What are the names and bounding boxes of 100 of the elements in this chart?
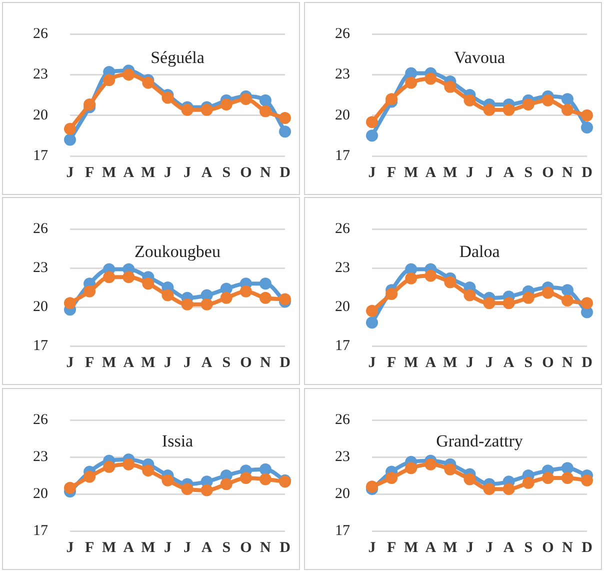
y-tick-label: 17 [33, 338, 48, 354]
x-tick-label: M [404, 354, 418, 371]
point [259, 94, 272, 106]
point [64, 297, 76, 310]
x-tick-label: D [582, 354, 593, 371]
point [142, 76, 154, 89]
x-tick-label: J [184, 354, 192, 371]
point [366, 316, 378, 329]
x-tick-label: M [404, 164, 418, 181]
point [483, 104, 496, 116]
x-tick-label: M [141, 164, 156, 181]
point [444, 463, 456, 476]
point [240, 285, 252, 298]
point [386, 288, 398, 300]
point [502, 483, 515, 496]
point [142, 278, 154, 290]
point [561, 104, 574, 116]
y-tick-label: 23 [335, 66, 350, 83]
x-tick-label: A [201, 354, 212, 371]
point [522, 98, 534, 110]
point [561, 93, 574, 106]
point [366, 480, 378, 493]
x-tick-label: A [425, 164, 436, 181]
x-tick-label: S [524, 540, 533, 556]
x-tick-label: M [102, 164, 116, 181]
x-tick-label: O [240, 354, 252, 371]
y-tick-label: 17 [335, 148, 350, 164]
point [542, 472, 554, 484]
y-tick-label: 20 [335, 298, 350, 315]
x-tick-label: N [562, 540, 574, 556]
y-tick-label: 17 [33, 522, 48, 539]
point [424, 270, 437, 282]
point [200, 104, 213, 116]
x-tick-label: A [503, 164, 514, 181]
point [502, 104, 515, 116]
x-tick-label: J [184, 540, 192, 556]
x-tick-label: A [503, 540, 514, 556]
x-tick-label: N [260, 540, 272, 556]
x-tick-label: A [425, 540, 436, 556]
x-tick-label: O [240, 164, 252, 181]
point [162, 289, 174, 302]
point [259, 278, 272, 290]
y-tick-label: 23 [335, 448, 350, 465]
x-tick-label: O [542, 164, 554, 181]
point [405, 76, 418, 89]
x-tick-label: J [66, 164, 74, 181]
x-tick-label: O [240, 540, 252, 556]
x-tick-label: A [201, 540, 212, 556]
point [561, 462, 574, 474]
x-tick-label: J [486, 354, 494, 371]
x-tick-label: J [66, 540, 74, 556]
x-tick-label: J [486, 164, 494, 181]
point [200, 298, 213, 310]
x-tick-label: J [368, 354, 376, 371]
x-tick-label: M [404, 540, 418, 556]
x-tick-label: S [222, 540, 231, 556]
x-tick-label: M [443, 164, 458, 181]
y-tick-label: 20 [33, 486, 48, 502]
point [366, 304, 378, 317]
x-tick-label: F [386, 540, 396, 556]
x-tick-label: F [84, 354, 94, 371]
point [561, 294, 574, 306]
x-tick-label: D [582, 164, 593, 181]
point [581, 109, 593, 122]
y-tick-label: 17 [33, 148, 48, 164]
point [366, 130, 378, 142]
point [542, 286, 554, 299]
point [64, 482, 76, 494]
x-tick-label: J [466, 354, 474, 371]
x-tick-label: M [443, 354, 458, 371]
x-tick-label: D [280, 164, 291, 181]
x-tick-label: A [425, 354, 436, 371]
point [259, 105, 272, 118]
text: Zoukougbeu [134, 242, 221, 261]
text: Issia [162, 432, 194, 451]
point [444, 80, 456, 93]
x-tick-label: A [201, 164, 212, 181]
x-tick-label: F [386, 164, 396, 181]
point [405, 462, 418, 474]
y-tick-label: 26 [33, 26, 48, 42]
y-tick-label: 17 [335, 338, 350, 354]
x-tick-label: J [466, 540, 474, 556]
x-tick-label: J [486, 540, 494, 556]
point [405, 272, 418, 284]
point [84, 470, 96, 483]
x-tick-label: F [386, 354, 396, 371]
x-tick-label: O [542, 354, 554, 371]
point [240, 472, 252, 484]
x-tick-label: D [582, 540, 593, 556]
point [103, 271, 116, 284]
y-tick-label: 26 [335, 26, 350, 42]
point [542, 94, 554, 106]
point [84, 285, 96, 298]
point [220, 98, 232, 110]
point [561, 284, 574, 296]
x-tick-label: S [524, 354, 533, 371]
point [64, 122, 76, 135]
x-tick-label: J [164, 540, 172, 556]
point [259, 292, 272, 304]
point [464, 289, 476, 302]
